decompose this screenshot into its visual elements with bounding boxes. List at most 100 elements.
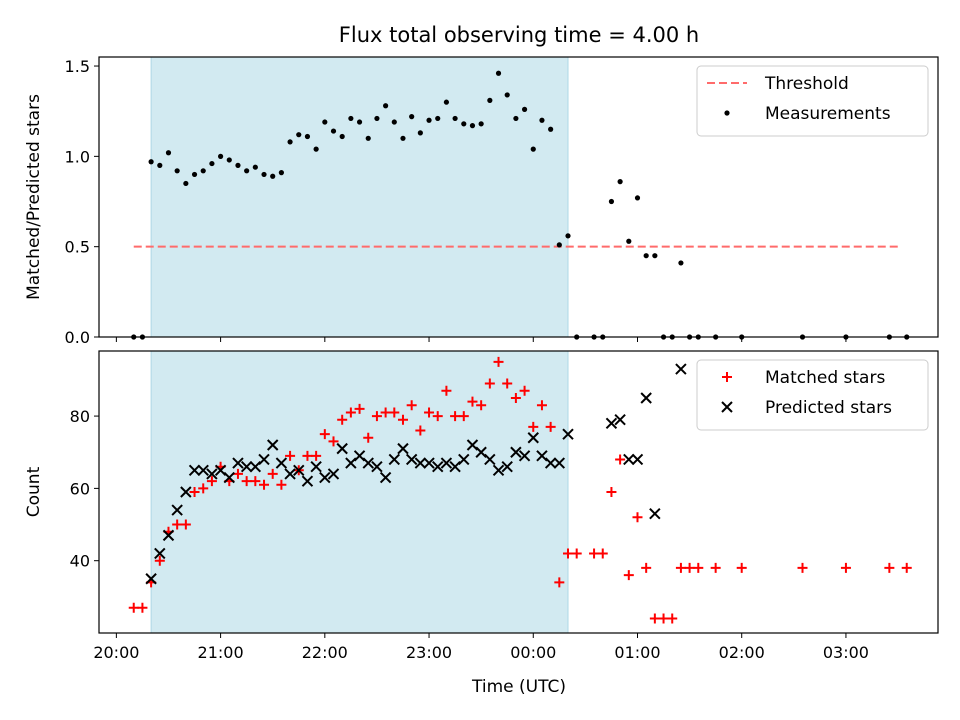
data-point: [458, 411, 469, 422]
data-point: [409, 114, 415, 120]
data-point: [562, 428, 574, 440]
data-point: [417, 130, 423, 136]
data-point: [296, 132, 302, 138]
data-point: [191, 171, 198, 178]
data-point: [548, 126, 554, 132]
legend-box: [696, 65, 929, 137]
data-point: [270, 173, 276, 179]
data-point: [631, 453, 644, 466]
axes-frame: [98, 56, 939, 338]
data-point: [565, 233, 571, 239]
x-tick-label: 00:00: [510, 643, 556, 662]
y-axis-label: Count: [24, 466, 44, 517]
data-point: [241, 476, 252, 487]
observing-span: [151, 351, 569, 633]
data-point: [353, 450, 366, 462]
data-point: [180, 519, 191, 530]
data-point: [319, 471, 331, 484]
data-point: [554, 577, 565, 588]
data-point: [510, 446, 522, 458]
x-tick-label: 21:00: [198, 643, 244, 662]
data-point: [405, 453, 418, 466]
data-point: [397, 442, 409, 455]
data-point: [311, 450, 322, 461]
data-point: [174, 168, 180, 174]
legend-swatch: [724, 110, 730, 116]
data-point: [623, 453, 635, 466]
data-point: [275, 457, 288, 469]
data-point: [432, 460, 444, 473]
data-point: [267, 468, 278, 479]
data-point: [217, 153, 224, 159]
data-point: [545, 421, 556, 432]
x-tick-label: 23:00: [406, 643, 452, 662]
data-point: [736, 562, 747, 573]
data-point: [461, 121, 467, 127]
data-point: [608, 198, 615, 205]
data-point: [380, 407, 391, 418]
data-point: [469, 123, 476, 129]
data-point: [284, 468, 296, 480]
data-point: [259, 479, 270, 490]
data-point: [258, 453, 270, 466]
data-point: [640, 392, 652, 404]
data-point: [200, 168, 206, 174]
data-point: [521, 106, 528, 112]
legend: Matched stars Predicted stars: [696, 359, 929, 431]
data-point: [684, 562, 695, 573]
data-point: [319, 429, 330, 440]
data-point: [449, 460, 461, 473]
data-point: [198, 483, 209, 494]
data-point: [544, 457, 557, 469]
data-point: [327, 468, 340, 480]
y-tick-label: 40: [70, 552, 90, 571]
data-point: [415, 425, 426, 436]
data-point: [252, 164, 258, 170]
data-point: [501, 460, 513, 473]
data-point: [443, 99, 450, 105]
data-point: [128, 602, 139, 613]
data-point: [249, 460, 262, 473]
data-point: [658, 613, 669, 624]
data-point: [330, 128, 337, 134]
data-point: [302, 450, 313, 461]
data-point: [492, 464, 505, 477]
data-point: [617, 179, 623, 185]
y-tick-label: 60: [70, 479, 90, 498]
y-tick-label: 1.5: [65, 57, 90, 76]
data-point: [223, 471, 235, 484]
data-point: [623, 570, 634, 581]
data-point: [571, 548, 582, 559]
data-point: [365, 135, 371, 141]
data-point: [154, 555, 165, 566]
legend-swatch: [721, 401, 733, 413]
data-point: [678, 260, 684, 266]
data-point: [563, 548, 574, 559]
data-point: [197, 464, 209, 477]
data-point: [797, 562, 808, 573]
data-point: [652, 253, 658, 259]
data-point: [502, 378, 513, 389]
legend-label: Predicted stars: [765, 398, 892, 418]
data-point: [634, 195, 641, 201]
data-point: [589, 548, 600, 559]
data-point: [643, 253, 649, 259]
data-point: [183, 180, 189, 187]
data-point: [322, 119, 328, 125]
y-tick-label: 1.0: [65, 147, 90, 166]
data-point: [209, 160, 215, 167]
data-point: [626, 238, 632, 244]
data-point: [614, 413, 626, 426]
data-point: [435, 115, 441, 122]
data-point: [371, 411, 382, 422]
data-point: [406, 400, 417, 411]
y-tick-label: 80: [70, 407, 90, 426]
data-point: [441, 385, 452, 396]
data-point: [693, 562, 704, 573]
data-point: [232, 468, 243, 479]
data-point: [293, 464, 305, 477]
data-point: [397, 414, 408, 425]
axes-frame: [98, 350, 939, 634]
data-point: [556, 242, 562, 248]
